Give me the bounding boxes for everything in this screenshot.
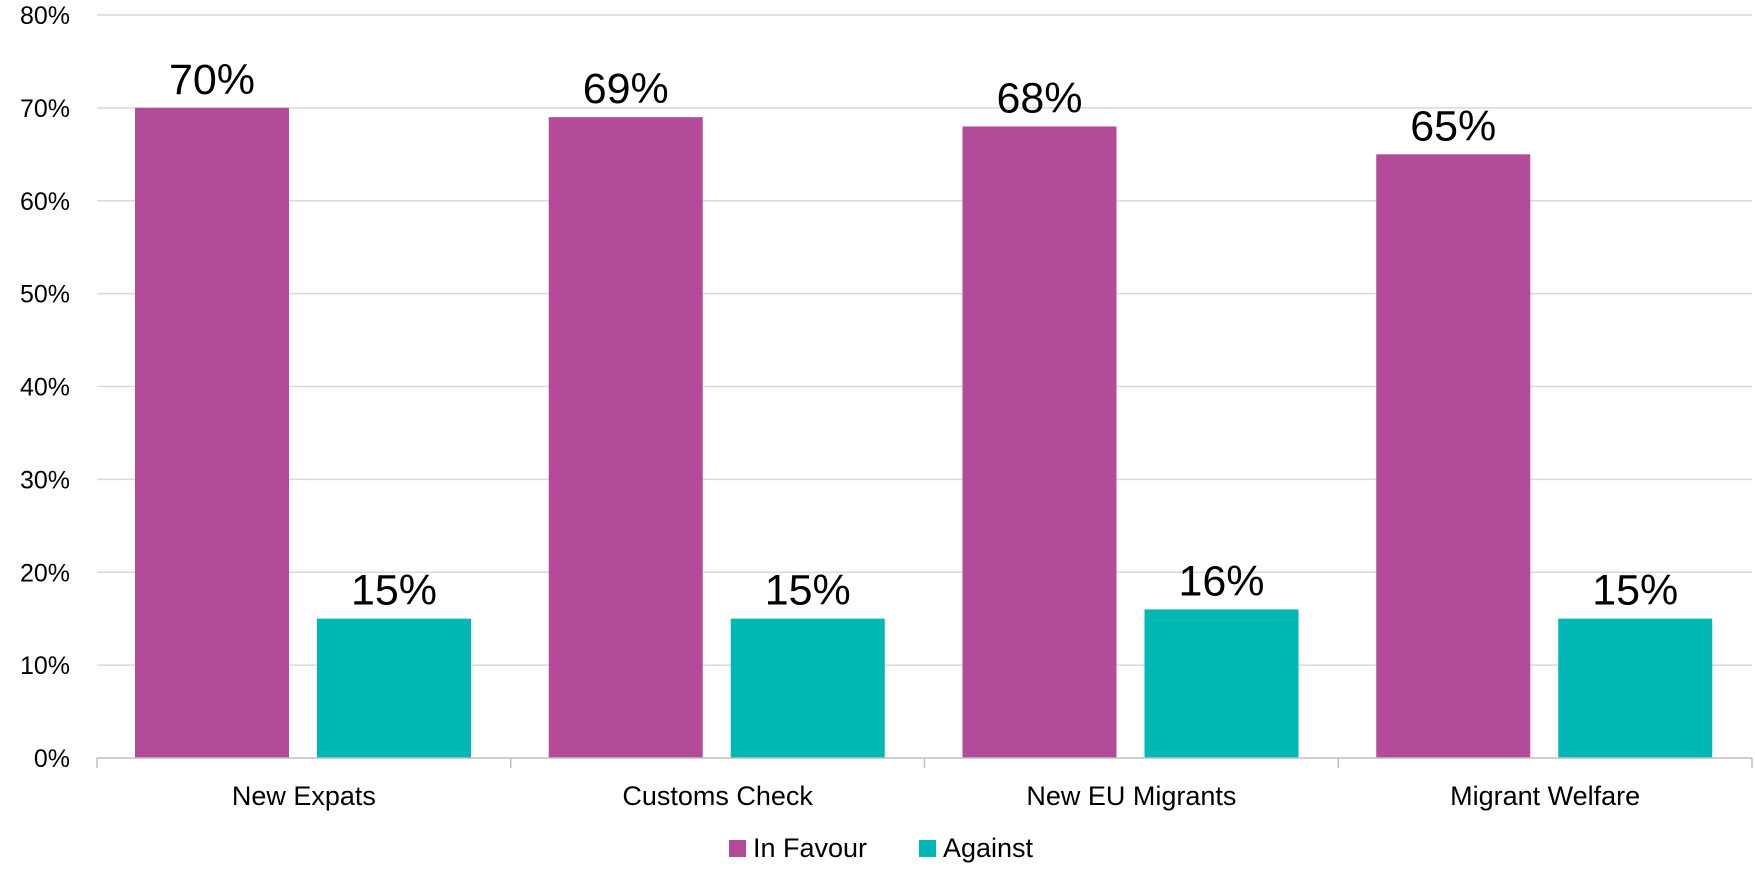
y-tick-label: 30% [20,466,70,494]
legend-label: In Favour [753,833,867,863]
y-tick-label: 50% [20,281,70,309]
category-label: Migrant Welfare [1450,781,1640,811]
bar-in-favour [1376,154,1531,758]
y-tick-label: 40% [20,374,70,402]
bar-in-favour [135,107,289,758]
y-axis-tick-labels: 0% 10% 20% 30% 40% 50% 60% 70% 80% [20,2,70,773]
legend-label: Against [943,833,1034,863]
data-label: 15% [765,567,851,615]
x-axis [96,757,1753,768]
data-labels: 70% 15% 69% 15% 68% 16% 65% 15% [169,56,1678,615]
data-label: 70% [169,56,255,104]
data-label: 69% [583,65,669,113]
y-tick-label: 70% [20,95,70,123]
gridlines [97,14,1752,666]
bar-against [730,618,885,758]
data-label: 15% [351,567,437,615]
y-tick-label: 60% [20,188,70,216]
bar-in-favour [962,126,1117,758]
legend-swatch [919,840,936,857]
bars [135,107,1713,759]
data-label: 15% [1592,567,1678,615]
x-axis-category-labels: New Expats Customs Check New EU Migrants Mi… [232,781,1640,811]
legend: In Favour Against [729,833,1034,863]
data-label: 65% [1410,102,1496,150]
category-label: Customs Check [622,781,813,811]
bar-against [317,618,471,758]
category-label: New EU Migrants [1026,781,1236,811]
y-tick-label: 80% [20,2,70,30]
y-tick-label: 0% [34,745,70,773]
data-label: 68% [996,74,1082,122]
bar-in-favour [548,117,703,759]
data-label: 16% [1178,557,1264,605]
y-tick-label: 10% [20,652,70,680]
y-tick-label: 20% [20,559,70,587]
bar-against [1144,609,1299,758]
bar-against [1558,618,1713,758]
legend-swatch [729,840,746,857]
category-label: New Expats [232,781,376,811]
